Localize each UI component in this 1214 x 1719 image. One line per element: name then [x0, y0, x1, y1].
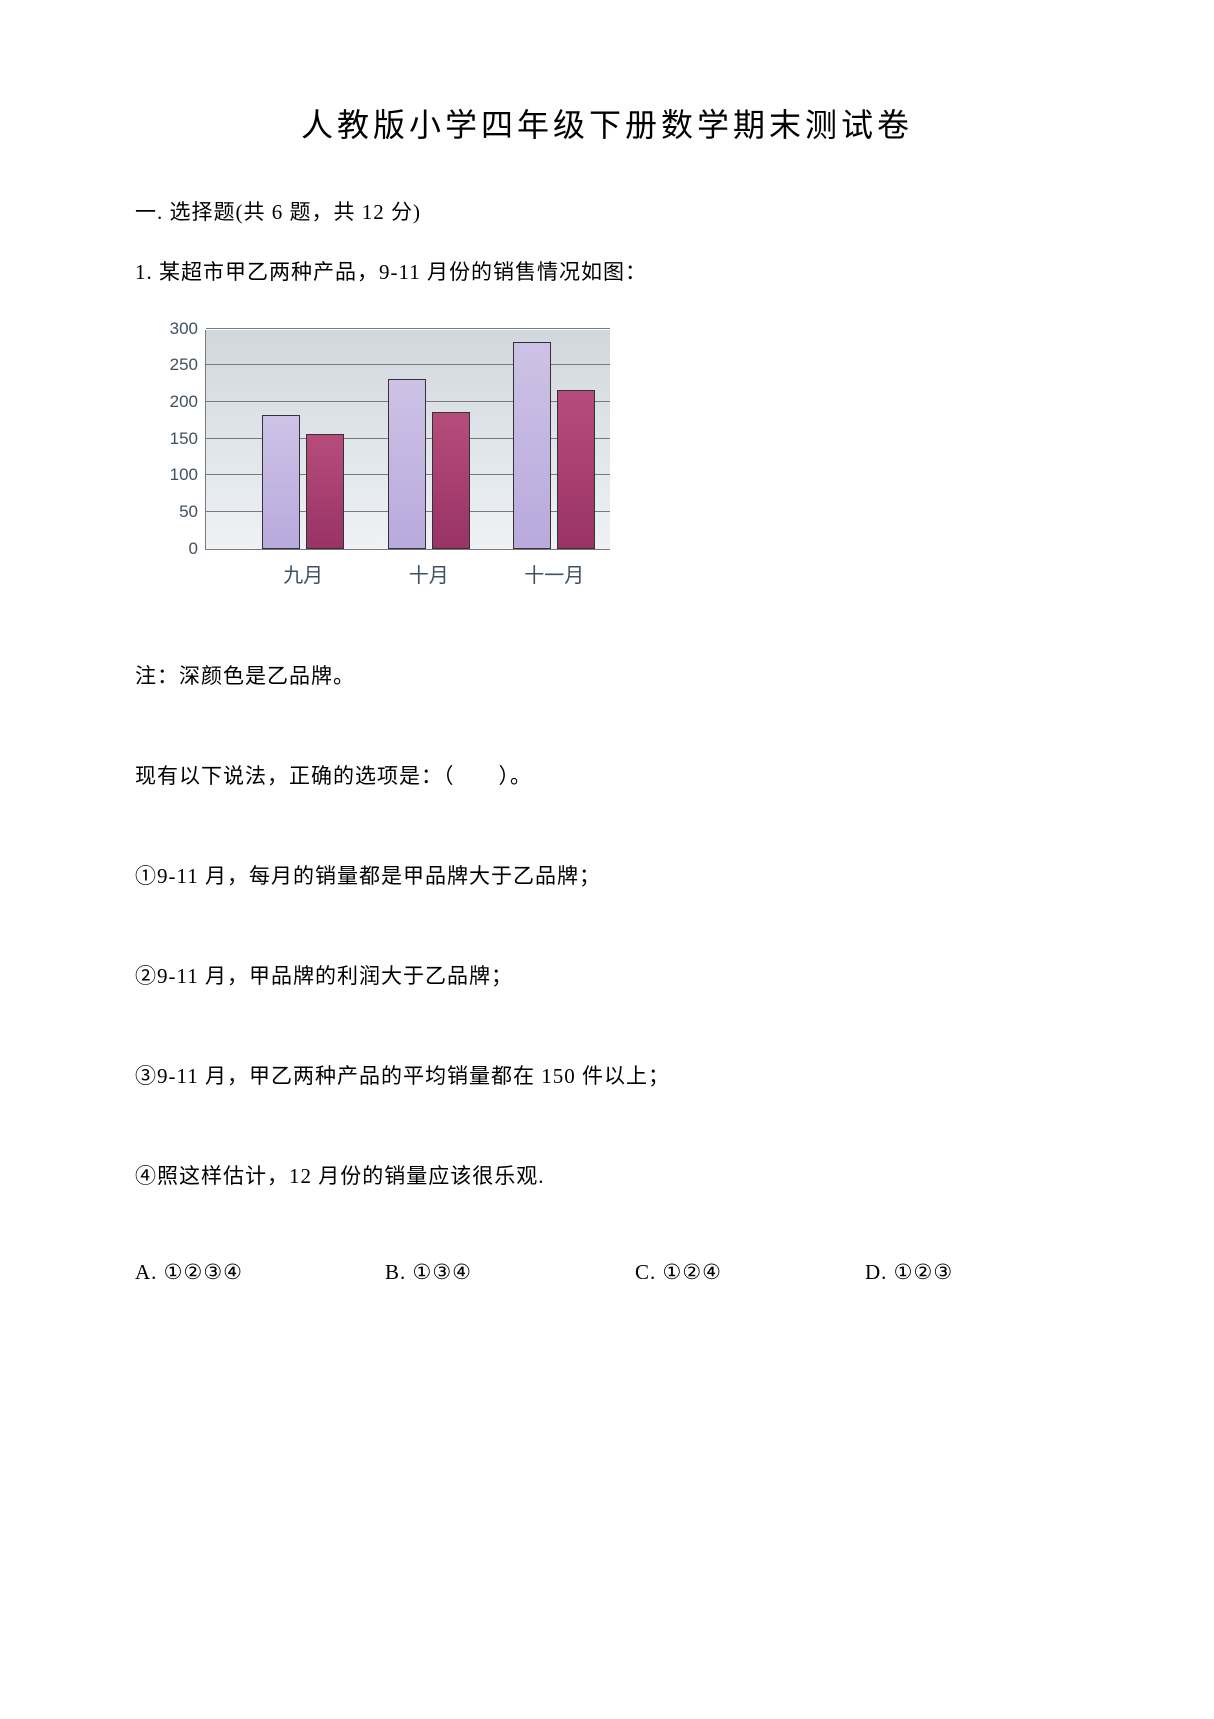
bar-乙-十一月 [557, 395, 595, 549]
statement-4: ④照这样估计，12 月份的销量应该很乐观. [135, 1160, 1079, 1190]
statement-1: ①9-11 月，每月的销量都是甲品牌大于乙品牌； [135, 860, 1079, 890]
bar-甲-九月 [262, 420, 300, 548]
ytick-label: 50 [179, 502, 206, 522]
ytick-label: 300 [170, 319, 206, 339]
xlabel: 十一月 [524, 549, 584, 588]
option-c[interactable]: C. ①②④ [635, 1260, 865, 1285]
ytick-label: 150 [170, 429, 206, 449]
sales-bar-chart: 0 50 100 150 200 250 300 九月 十月 十一月 [145, 320, 620, 600]
statement-2: ②9-11 月，甲品牌的利润大于乙品牌； [135, 960, 1079, 990]
ytick-label: 100 [170, 465, 206, 485]
question-intro: 1. 某超市甲乙两种产品，9-11 月份的销售情况如图： [135, 256, 1079, 290]
bar-cap [557, 390, 595, 396]
question-prompt: 现有以下说法，正确的选项是：（ ）。 [135, 760, 1079, 790]
option-a[interactable]: A. ①②③④ [135, 1260, 385, 1285]
chart-note: 注：深颜色是乙品牌。 [135, 660, 1079, 690]
bar-cap [306, 434, 344, 440]
bar-cap [388, 379, 426, 385]
bar-乙-九月 [306, 439, 344, 549]
option-b[interactable]: B. ①③④ [385, 1260, 635, 1285]
gridline [206, 328, 610, 329]
page-title: 人教版小学四年级下册数学期末测试卷 [135, 100, 1079, 146]
xlabel: 九月 [283, 549, 323, 588]
ytick-label: 0 [189, 539, 206, 559]
xlabel: 十月 [409, 549, 449, 588]
bar-cap [432, 412, 470, 418]
option-d[interactable]: D. ①②③ [865, 1260, 1015, 1285]
ytick-label: 250 [170, 355, 206, 375]
section-header: 一. 选择题(共 6 题，共 12 分) [135, 196, 1079, 226]
plot-area: 050100150200250300九月十月十一月 [205, 330, 610, 550]
answer-options: A. ①②③④ B. ①③④ C. ①②④ D. ①②③ [135, 1260, 1079, 1285]
ytick-label: 200 [170, 392, 206, 412]
bar-甲-十月 [388, 384, 426, 549]
bar-乙-十月 [432, 417, 470, 549]
bar-cap [262, 415, 300, 421]
statement-3: ③9-11 月，甲乙两种产品的平均销量都在 150 件以上； [135, 1060, 1079, 1090]
bar-甲-十一月 [513, 347, 551, 549]
bar-cap [513, 342, 551, 348]
